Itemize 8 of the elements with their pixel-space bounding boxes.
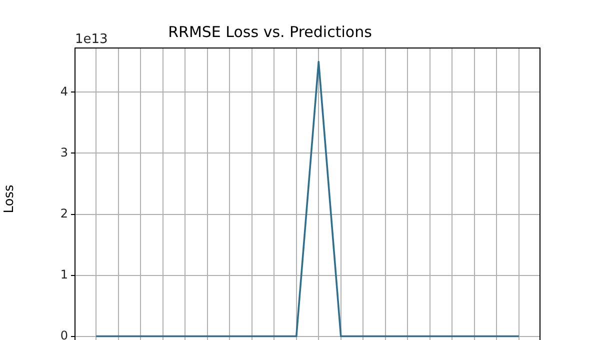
- y-tick-label: 1: [60, 267, 68, 282]
- chart-title: RRMSE Loss vs. Predictions: [168, 22, 372, 41]
- y-tick-label: 4: [60, 84, 68, 98]
- y-tick-label: 2: [60, 206, 68, 220]
- y-tick-label: 3: [60, 145, 68, 160]
- text: 1e13: [75, 32, 108, 47]
- y-axis-title: Loss: [2, 184, 18, 214]
- y-tick-label: 0: [60, 328, 68, 340]
